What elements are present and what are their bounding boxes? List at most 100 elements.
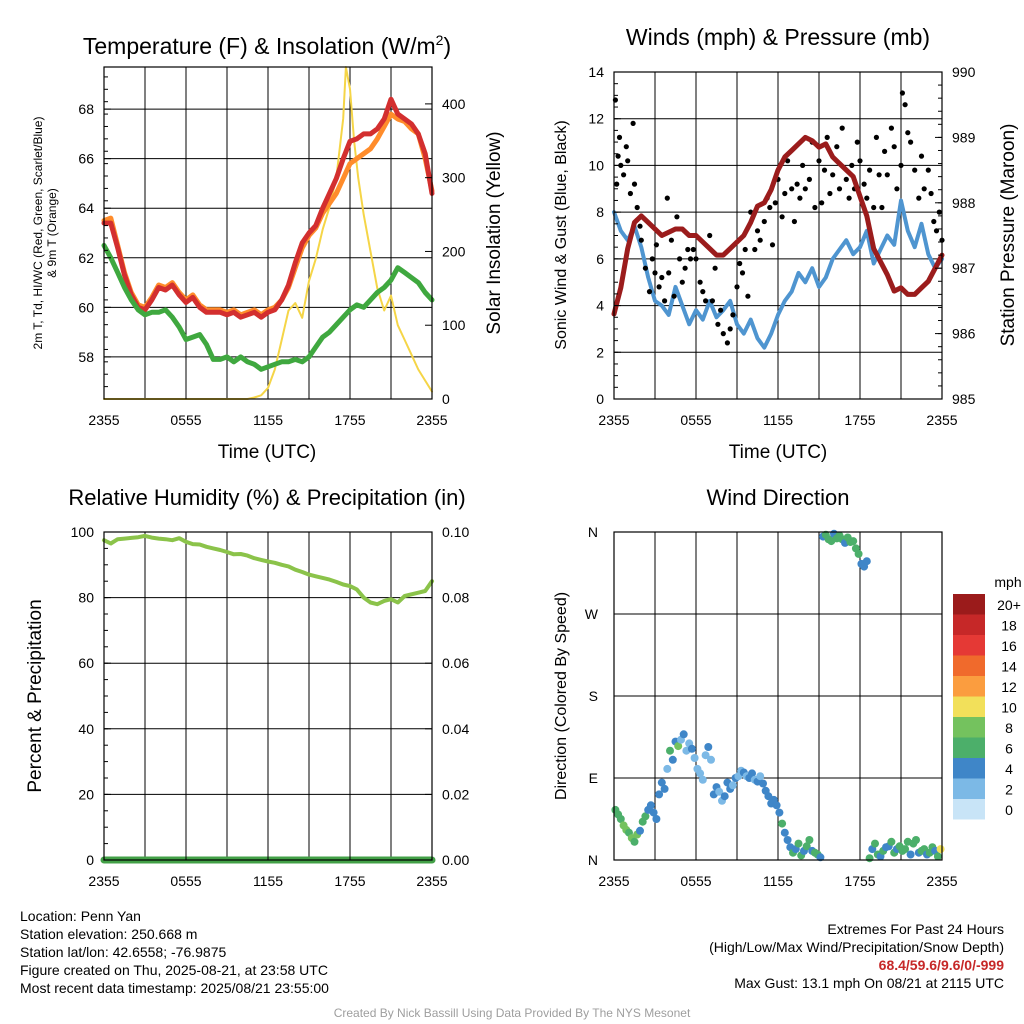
extremes-values: 68.4/59.6/9.6/0/-999 — [878, 957, 1004, 973]
x-tick-label: 1155 — [253, 412, 283, 428]
gust-point — [709, 298, 716, 304]
speed-legend-swatch — [953, 696, 985, 717]
gust-point — [794, 181, 800, 187]
direction-point — [912, 836, 920, 844]
speed-legend-swatch — [953, 778, 985, 799]
x-tick-label: 1755 — [334, 873, 365, 889]
direction-point — [657, 778, 666, 787]
gust-point — [646, 289, 653, 295]
gust-point — [812, 204, 818, 211]
gust-point — [779, 214, 785, 220]
gust-point — [816, 158, 822, 164]
gust-point — [668, 237, 675, 243]
gust-point — [679, 279, 685, 285]
gust-point — [888, 125, 895, 131]
y2-tick-label: 990 — [952, 64, 976, 80]
y-tick-label: 64 — [78, 200, 94, 216]
direction-point — [936, 845, 945, 854]
station-info: Location: Penn Yan Station elevation: 25… — [20, 907, 329, 997]
direction-point — [759, 779, 767, 788]
speed-legend-label: 20+ — [997, 597, 1021, 613]
y-tick-label: 2 — [596, 344, 604, 360]
gust-point — [830, 172, 836, 178]
gust-point — [867, 167, 873, 173]
direction-point — [772, 801, 781, 810]
speed-legend-label: 4 — [1005, 761, 1013, 777]
gust-point — [861, 181, 867, 187]
gust-point — [827, 190, 833, 197]
y-tick-label: 100 — [71, 524, 95, 540]
direction-point — [720, 792, 729, 801]
gust-point — [864, 195, 870, 201]
gust-point — [871, 204, 877, 211]
direction-point — [698, 775, 707, 784]
figure-created: Figure created on Thu, 2025-08-21, at 23… — [20, 962, 328, 978]
gust-point — [921, 186, 927, 192]
wind-y-label: Sonic Wind & Gust (Blue, Black) — [553, 120, 570, 349]
gust-point — [854, 139, 860, 145]
y2-tick-label: 200 — [442, 243, 466, 259]
extremes-info: Extremes For Past 24 Hours (High/Low/Max… — [709, 920, 1004, 992]
direction-point — [649, 808, 658, 817]
direction-point — [696, 769, 705, 778]
x-tick-label: 2355 — [88, 873, 119, 889]
gust-point — [685, 246, 691, 253]
speed-legend-label: 16 — [1001, 638, 1017, 654]
wind-x-ticks: 2355 0555 1155 1755 2355 — [598, 392, 958, 428]
direction-point — [687, 744, 696, 753]
humidity-x-ticks: 2355 0555 1155 1755 2355 — [88, 853, 448, 889]
y2-tick-label: 0.06 — [442, 655, 469, 671]
station-location: Location: Penn Yan — [20, 908, 141, 924]
direction-point — [802, 842, 811, 851]
gust-point — [737, 260, 743, 267]
y2-tick-label: 988 — [952, 195, 976, 211]
direction-point — [862, 557, 871, 566]
temperature-y-label-line1: 2m T, Td, HI/WC (Red, Green, Scarlet/Blu… — [31, 117, 45, 350]
recent-data-timestamp: Most recent data timestamp: 2025/08/21 2… — [20, 980, 329, 996]
gust-point — [857, 158, 863, 164]
direction-point — [887, 837, 896, 846]
y-tick-label: 4 — [596, 298, 604, 314]
gust-point — [876, 172, 882, 178]
gust-point — [819, 200, 825, 206]
gust-point — [631, 181, 638, 187]
y2-tick-label: 0 — [442, 391, 450, 407]
direction-point — [849, 537, 858, 546]
speed-legend-label: 8 — [1005, 720, 1013, 736]
y-tick-label: 62 — [78, 250, 94, 266]
extremes-heading: Extremes For Past 24 Hours — [827, 921, 1004, 937]
gust-point — [742, 246, 748, 253]
y2-tick-label: 400 — [442, 96, 466, 112]
speed-legend-swatch — [953, 655, 985, 676]
y-tick-label: 40 — [78, 721, 94, 737]
x-tick-label: 1155 — [763, 412, 793, 428]
gust-point — [697, 279, 703, 285]
speed-legend-swatch — [953, 758, 985, 779]
y-tick-label: N — [588, 524, 598, 540]
gust-point — [789, 186, 795, 192]
humidity-y2-ticks: 0.00 0.02 0.04 0.06 0.08 0.10 — [425, 524, 469, 868]
direction-point — [783, 836, 792, 844]
x-tick-label: 1755 — [334, 412, 365, 428]
gust-point — [677, 256, 683, 262]
wind-title: Winds (mph) & Pressure (mb) — [626, 24, 930, 50]
temperature-panel: Temperature (F) & Insolation (W/m2) 58 60… — [31, 32, 505, 463]
gust-point — [621, 172, 627, 178]
speed-legend-swatch — [953, 594, 985, 615]
gust-point — [797, 195, 803, 201]
humidity-grid — [103, 531, 433, 861]
direction-x-ticks: 2355 0555 1155 1755 2355 — [598, 853, 958, 889]
gust-point — [623, 144, 629, 150]
gust-point — [912, 167, 918, 173]
gust-point — [928, 190, 934, 197]
y-tick-label: 10 — [588, 157, 604, 173]
gust-point — [707, 232, 713, 239]
direction-y-label: Direction (Colored By Speed) — [553, 592, 570, 800]
gust-point — [664, 195, 670, 201]
gust-point — [630, 120, 636, 126]
y2-tick-label: 989 — [952, 129, 976, 145]
gust-point — [916, 195, 922, 201]
gust-point — [627, 190, 634, 197]
wind-panel: Winds (mph) & Pressure (mb) 02468101214 … — [553, 24, 1019, 463]
gust-point — [638, 237, 644, 243]
